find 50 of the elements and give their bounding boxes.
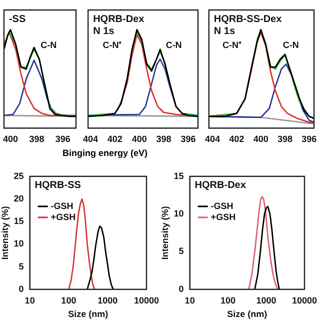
legend-label: -GSH xyxy=(50,200,74,211)
x-tick-label: 396 xyxy=(180,134,196,144)
x-tick-label: 10000 xyxy=(134,295,159,306)
x-tick-label: 1000 xyxy=(256,295,276,306)
x-tick-label: 398 xyxy=(29,134,44,144)
chart-title: HQRB-Dex xyxy=(194,180,246,192)
y-tick-label: 15 xyxy=(174,170,184,181)
chart-title: -SS xyxy=(8,14,26,25)
chart-title: HQRB-Dex xyxy=(93,14,145,25)
y-axis-title: Intensity (%) xyxy=(160,206,170,260)
y-tick-label: 10 xyxy=(14,238,24,249)
y-tick-label: 0 xyxy=(18,284,24,294)
x-tick-label: 402 xyxy=(107,134,122,144)
y-tick-label: 5 xyxy=(18,261,24,272)
annotation: C-N xyxy=(40,40,57,50)
annotation: C-N⁺ xyxy=(222,40,242,50)
chart-title: HQRB-SS-Dex xyxy=(214,14,282,25)
x-tick-label: 404 xyxy=(204,134,220,144)
x-axis-title: Binging energy (eV) xyxy=(61,148,148,158)
x-tick-label: 100 xyxy=(220,295,236,306)
y-tick-label: 0 xyxy=(178,284,184,294)
legend-label: +GSH xyxy=(210,212,236,222)
x-tick-label: 396 xyxy=(55,134,70,144)
annotation: C-N⁺ xyxy=(102,40,122,50)
x-tick-label: 402 xyxy=(229,134,244,144)
annotation: C-N xyxy=(282,40,299,50)
y-tick-label: 10 xyxy=(174,208,184,219)
x-tick-label: 400 xyxy=(132,134,147,144)
x-tick-label: 396 xyxy=(302,134,317,144)
y-tick-label: 20 xyxy=(14,193,24,204)
y-tick-label: 25 xyxy=(14,170,24,181)
x-tick-label: 100 xyxy=(61,295,76,306)
x-tick-label: 398 xyxy=(156,134,172,144)
x-tick-label: 404 xyxy=(82,134,98,144)
y-tick-label: 15 xyxy=(14,216,24,226)
x-tick-label: 1000 xyxy=(98,295,118,306)
x-axis-title: Size (nm) xyxy=(68,309,108,320)
x-tick-label: 398 xyxy=(277,134,293,144)
legend-label: -GSH xyxy=(210,200,234,211)
y-tick-label: 5 xyxy=(178,246,184,256)
x-tick-label: 400 xyxy=(253,134,268,144)
legend-label: +GSH xyxy=(50,212,76,222)
chart-subtitle: N 1s xyxy=(214,26,236,37)
chart-title: HQRB-SS xyxy=(34,180,82,192)
x-tick-label: 400 xyxy=(2,134,18,144)
x-tick-label: 10000 xyxy=(292,295,317,306)
chart-subtitle: N 1s xyxy=(93,26,115,37)
y-axis-title: Intensity (%) xyxy=(0,206,10,260)
annotation: C-N xyxy=(166,40,182,50)
x-axis-title: Size (nm) xyxy=(227,309,268,320)
